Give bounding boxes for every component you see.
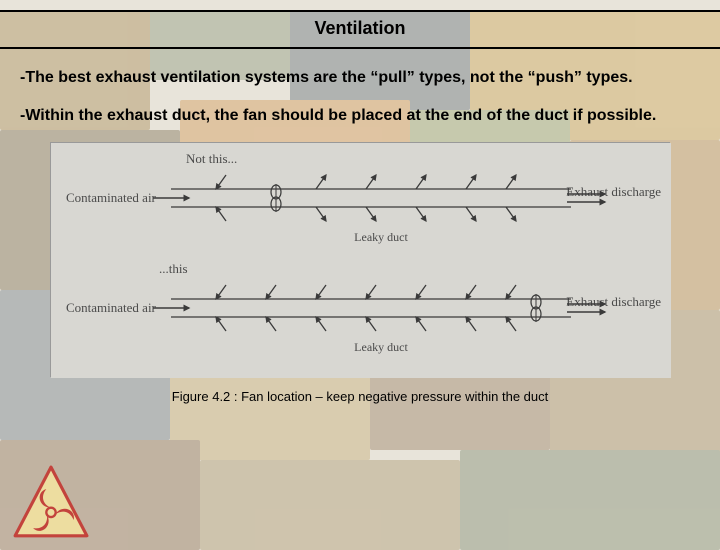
svg-text:Exhaust discharge: Exhaust discharge	[566, 294, 661, 309]
paragraph-2: -Within the exhaust duct, the fan should…	[20, 105, 700, 127]
biohazard-icon	[12, 464, 90, 542]
figure-diagram: Not this... Contaminated air Exhaust disch…	[50, 142, 670, 377]
svg-text:Leaky duct: Leaky duct	[354, 230, 408, 244]
figure-caption: Figure 4.2 : Fan location – keep negativ…	[0, 389, 720, 404]
svg-text:Contaminated air: Contaminated air	[66, 300, 157, 315]
svg-text:Contaminated air: Contaminated air	[66, 190, 157, 205]
svg-text:Leaky duct: Leaky duct	[354, 340, 408, 354]
svg-text:...this: ...this	[159, 261, 188, 276]
paragraph-1: -The best exhaust ventilation systems ar…	[20, 67, 700, 89]
body-text: -The best exhaust ventilation systems ar…	[0, 49, 720, 126]
svg-text:Not this...: Not this...	[186, 151, 237, 166]
svg-text:Exhaust discharge: Exhaust discharge	[566, 184, 661, 199]
slide-title: Ventilation	[0, 10, 720, 49]
